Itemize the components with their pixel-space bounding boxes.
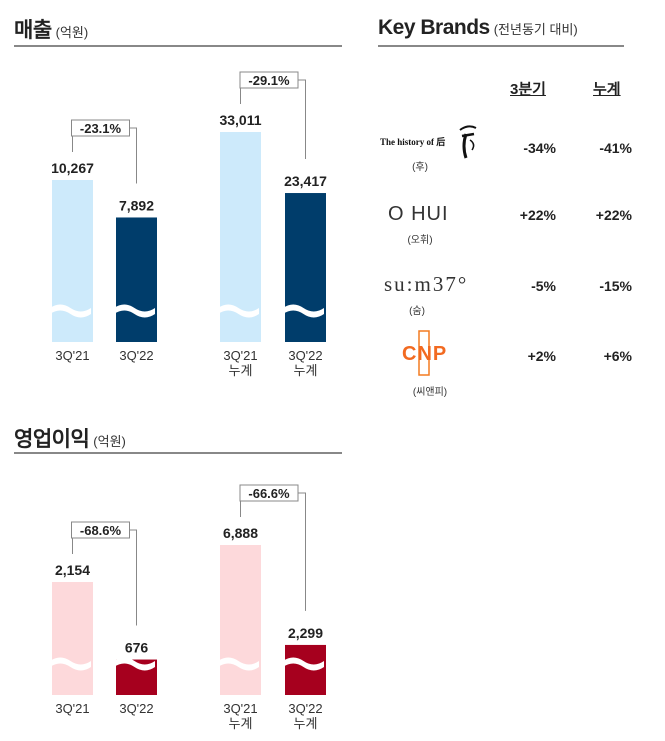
op-category-label-0-0: 3Q'21 — [55, 701, 89, 716]
op-axis-break-1-1 — [283, 657, 324, 671]
brand-sub-whoo: (후) — [412, 162, 428, 173]
op-bracket-right-1 — [298, 492, 306, 611]
sales-bar-0-1 — [116, 217, 157, 342]
sales-title-text: 매출 — [14, 19, 52, 42]
op-profit-divider — [14, 452, 342, 454]
column-header-cumulative: 누계 — [593, 81, 621, 98]
op-profit-title: 영업이익 (억원) — [14, 423, 126, 453]
brand-logo-cnp: CNP — [399, 330, 459, 376]
key-brands-title: Key Brands (전년동기 대비) — [378, 16, 578, 40]
sales-axis-break-0-1 — [114, 304, 155, 318]
op-category-label-1-1: 3Q'22 — [288, 701, 322, 716]
brand-logo-whoo-text: The history of 后 — [380, 137, 446, 147]
op-change-box-0 — [71, 521, 130, 539]
whoo-emblem-icon — [459, 125, 477, 159]
sales-divider — [14, 45, 342, 47]
op-axis-break-0-0 — [50, 657, 91, 671]
value-sum-quarter: -5% — [531, 278, 556, 294]
op-axis-break-1-0 — [218, 657, 259, 671]
op-value-label-0-0: 2,154 — [55, 562, 90, 578]
brand-sub-ohui: (오휘) — [407, 235, 433, 246]
op-change-label-0: -68.6% — [80, 523, 122, 538]
op-profit-title-text: 영업이익 — [14, 428, 90, 451]
brand-sub-cnp: (씨앤피) — [412, 387, 448, 398]
key-brands-divider — [378, 45, 624, 47]
op-bracket-right-0 — [129, 529, 137, 626]
sales-change-label-1: -29.1% — [248, 73, 290, 88]
sales-title: 매출 (억원) — [14, 14, 88, 44]
sales-value-label-0-0: 10,267 — [51, 160, 94, 176]
op-change-box-1 — [239, 484, 299, 502]
sales-axis-break-1-1 — [283, 304, 324, 318]
sales-category-label-1-1-line1: 누계 — [294, 363, 318, 378]
sales-category-label-0-0: 3Q'21 — [55, 348, 89, 363]
op-value-label-1-1: 2,299 — [288, 625, 323, 641]
key-brands-title-text: Key Brands — [378, 16, 490, 39]
brand-logo-ohui: O HUI — [388, 203, 449, 225]
sales-bracket-right-1 — [298, 79, 306, 160]
sales-axis-break-0-0 — [50, 304, 91, 318]
op-category-label-1-1-line1: 누계 — [294, 716, 318, 731]
op-bar-1-0 — [220, 545, 261, 695]
op-category-label-1-0-line1: 누계 — [229, 716, 253, 731]
value-whoo-quarter: -34% — [523, 140, 556, 156]
sales-unit: (억원) — [55, 25, 89, 40]
brand-logo-whoo: The history of 后 — [380, 122, 490, 162]
sales-value-label-1-0: 33,011 — [219, 112, 261, 128]
sales-change-label-0: -23.1% — [80, 121, 122, 136]
op-category-label-1-0: 3Q'21 — [223, 701, 257, 716]
op-profit-unit: (억원) — [93, 434, 126, 449]
sales-bar-0-0 — [52, 180, 93, 342]
op-axis-break-0-1 — [114, 657, 155, 671]
sales-bar-1-1 — [285, 193, 326, 342]
sales-change-box-0 — [71, 119, 130, 137]
value-cnp-cumulative: +6% — [603, 348, 632, 364]
sales-category-label-0-1: 3Q'22 — [119, 348, 153, 363]
op-bar-0-0 — [52, 582, 93, 695]
value-cnp-quarter: +2% — [527, 348, 556, 364]
cnp-frame-icon — [418, 330, 430, 376]
sales-bracket-right-0 — [129, 127, 137, 184]
brand-logo-cnp-text: CNP — [402, 343, 448, 365]
value-whoo-cumulative: -41% — [599, 140, 632, 156]
value-ohui-cumulative: +22% — [595, 207, 632, 223]
op-value-label-1-0: 6,888 — [223, 525, 258, 541]
sales-category-label-1-1: 3Q'22 — [288, 348, 322, 363]
op-value-label-0-1: 676 — [125, 640, 149, 656]
sales-axis-break-1-0 — [218, 304, 259, 318]
sales-change-box-1 — [239, 71, 299, 89]
value-sum-cumulative: -15% — [599, 278, 632, 294]
sales-value-label-0-1: 7,892 — [119, 197, 154, 213]
value-ohui-quarter: +22% — [519, 207, 556, 223]
op-bar-1-1 — [285, 644, 326, 695]
brand-logo-sum: su:m37° — [384, 272, 469, 296]
sales-value-label-1-1: 23,417 — [284, 173, 327, 189]
op-category-label-0-1: 3Q'22 — [119, 701, 153, 716]
sales-bar-chart: 10,2673Q'217,8923Q'22-23.1%33,0113Q'21누계… — [50, 71, 327, 378]
column-header-quarter: 3분기 — [510, 81, 546, 98]
sales-category-label-1-0-line1: 누계 — [229, 363, 253, 378]
key-brands-unit: (전년동기 대비) — [493, 22, 578, 37]
op-change-label-1: -66.6% — [248, 486, 290, 501]
brand-sub-sum: (숨) — [409, 306, 425, 317]
sales-category-label-1-0: 3Q'21 — [223, 348, 257, 363]
